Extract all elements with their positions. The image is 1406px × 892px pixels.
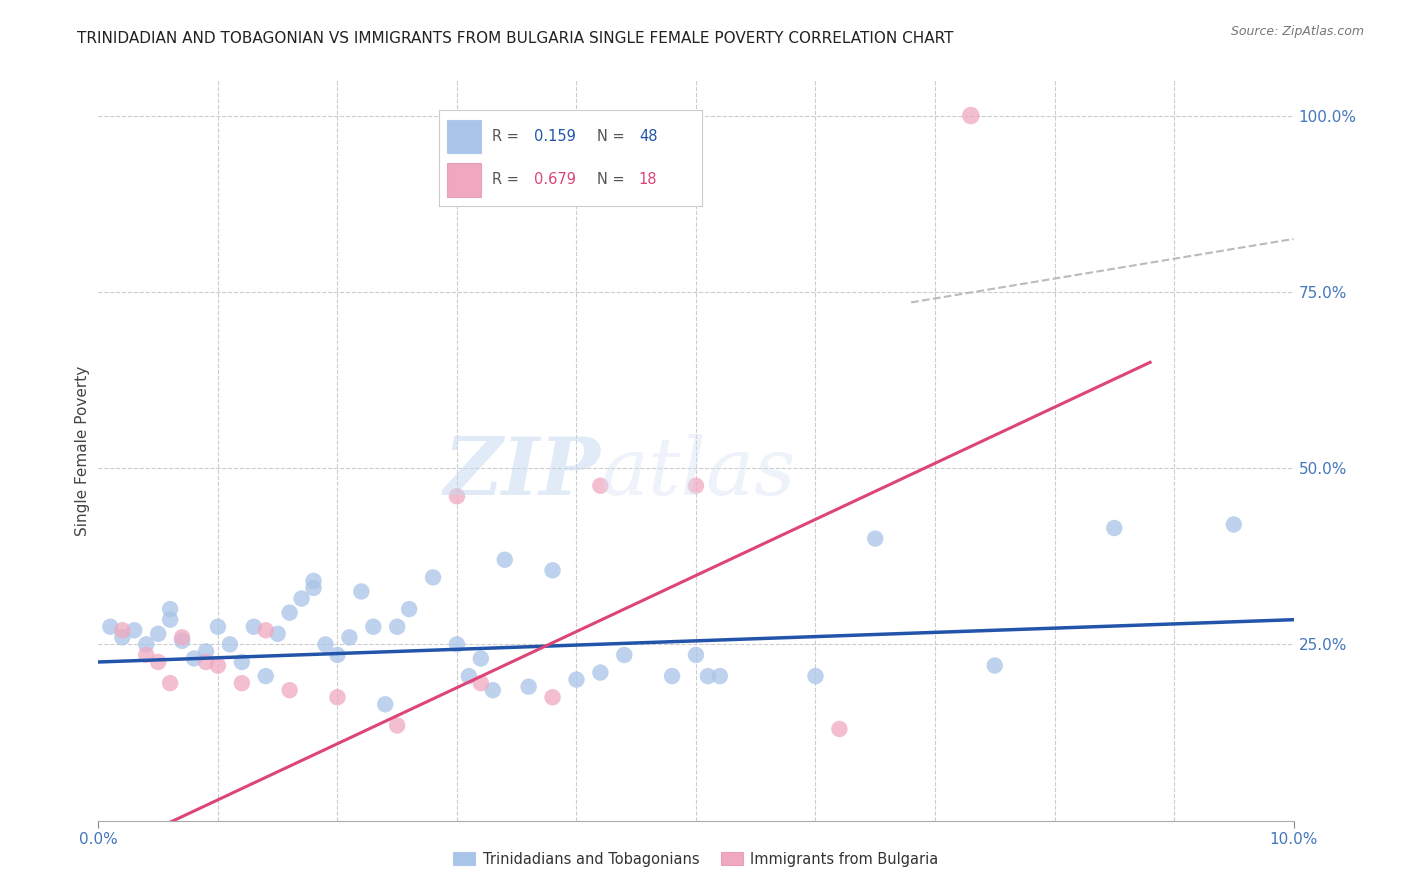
- Point: [517, 680, 540, 694]
- Point: [231, 655, 253, 669]
- Point: [207, 658, 229, 673]
- Point: [219, 637, 242, 651]
- Point: [697, 669, 720, 683]
- Point: [960, 109, 983, 123]
- Point: [172, 630, 194, 644]
- Point: [661, 669, 683, 683]
- Point: [385, 718, 409, 732]
- Point: [98, 620, 122, 634]
- Point: [172, 633, 194, 648]
- Point: [709, 669, 731, 683]
- Point: [243, 620, 266, 634]
- Point: [865, 532, 887, 546]
- Point: [398, 602, 420, 616]
- Point: [446, 637, 468, 651]
- Point: [278, 683, 301, 698]
- Point: [159, 613, 181, 627]
- Point: [111, 624, 134, 638]
- Legend: Trinidadians and Tobagonians, Immigrants from Bulgaria: Trinidadians and Tobagonians, Immigrants…: [447, 846, 945, 872]
- Point: [1223, 517, 1246, 532]
- Point: [267, 627, 290, 641]
- Point: [589, 665, 612, 680]
- Point: [541, 563, 564, 577]
- Point: [422, 570, 444, 584]
- Point: [541, 690, 564, 705]
- Point: [828, 722, 851, 736]
- Point: [207, 620, 229, 634]
- Point: [159, 676, 181, 690]
- Point: [111, 630, 134, 644]
- Point: [339, 630, 361, 644]
- Point: [685, 479, 707, 493]
- Point: [984, 658, 1007, 673]
- Text: atlas: atlas: [600, 434, 796, 511]
- Point: [1104, 521, 1126, 535]
- Point: [494, 553, 516, 567]
- Point: [183, 651, 205, 665]
- Text: ZIP: ZIP: [443, 434, 600, 511]
- Point: [195, 644, 218, 658]
- Point: [685, 648, 707, 662]
- Text: TRINIDADIAN AND TOBAGONIAN VS IMMIGRANTS FROM BULGARIA SINGLE FEMALE POVERTY COR: TRINIDADIAN AND TOBAGONIAN VS IMMIGRANTS…: [77, 31, 953, 46]
- Point: [195, 655, 218, 669]
- Point: [135, 637, 157, 651]
- Point: [159, 602, 181, 616]
- Point: [326, 648, 349, 662]
- Point: [804, 669, 827, 683]
- Point: [302, 581, 325, 595]
- Point: [350, 584, 373, 599]
- Point: [315, 637, 337, 651]
- Point: [148, 627, 170, 641]
- Point: [470, 676, 492, 690]
- Point: [385, 620, 409, 634]
- Point: [326, 690, 349, 705]
- Text: Source: ZipAtlas.com: Source: ZipAtlas.com: [1230, 25, 1364, 38]
- Point: [482, 683, 505, 698]
- Point: [589, 479, 612, 493]
- Point: [291, 591, 314, 606]
- Point: [458, 669, 481, 683]
- Point: [470, 651, 492, 665]
- Point: [254, 624, 277, 638]
- Point: [135, 648, 157, 662]
- Point: [231, 676, 253, 690]
- Point: [124, 624, 146, 638]
- Point: [446, 489, 468, 503]
- Point: [278, 606, 301, 620]
- Point: [374, 698, 396, 712]
- Point: [302, 574, 325, 588]
- Y-axis label: Single Female Poverty: Single Female Poverty: [75, 366, 90, 535]
- Point: [363, 620, 385, 634]
- Point: [148, 655, 170, 669]
- Point: [565, 673, 588, 687]
- Point: [254, 669, 277, 683]
- Point: [613, 648, 636, 662]
